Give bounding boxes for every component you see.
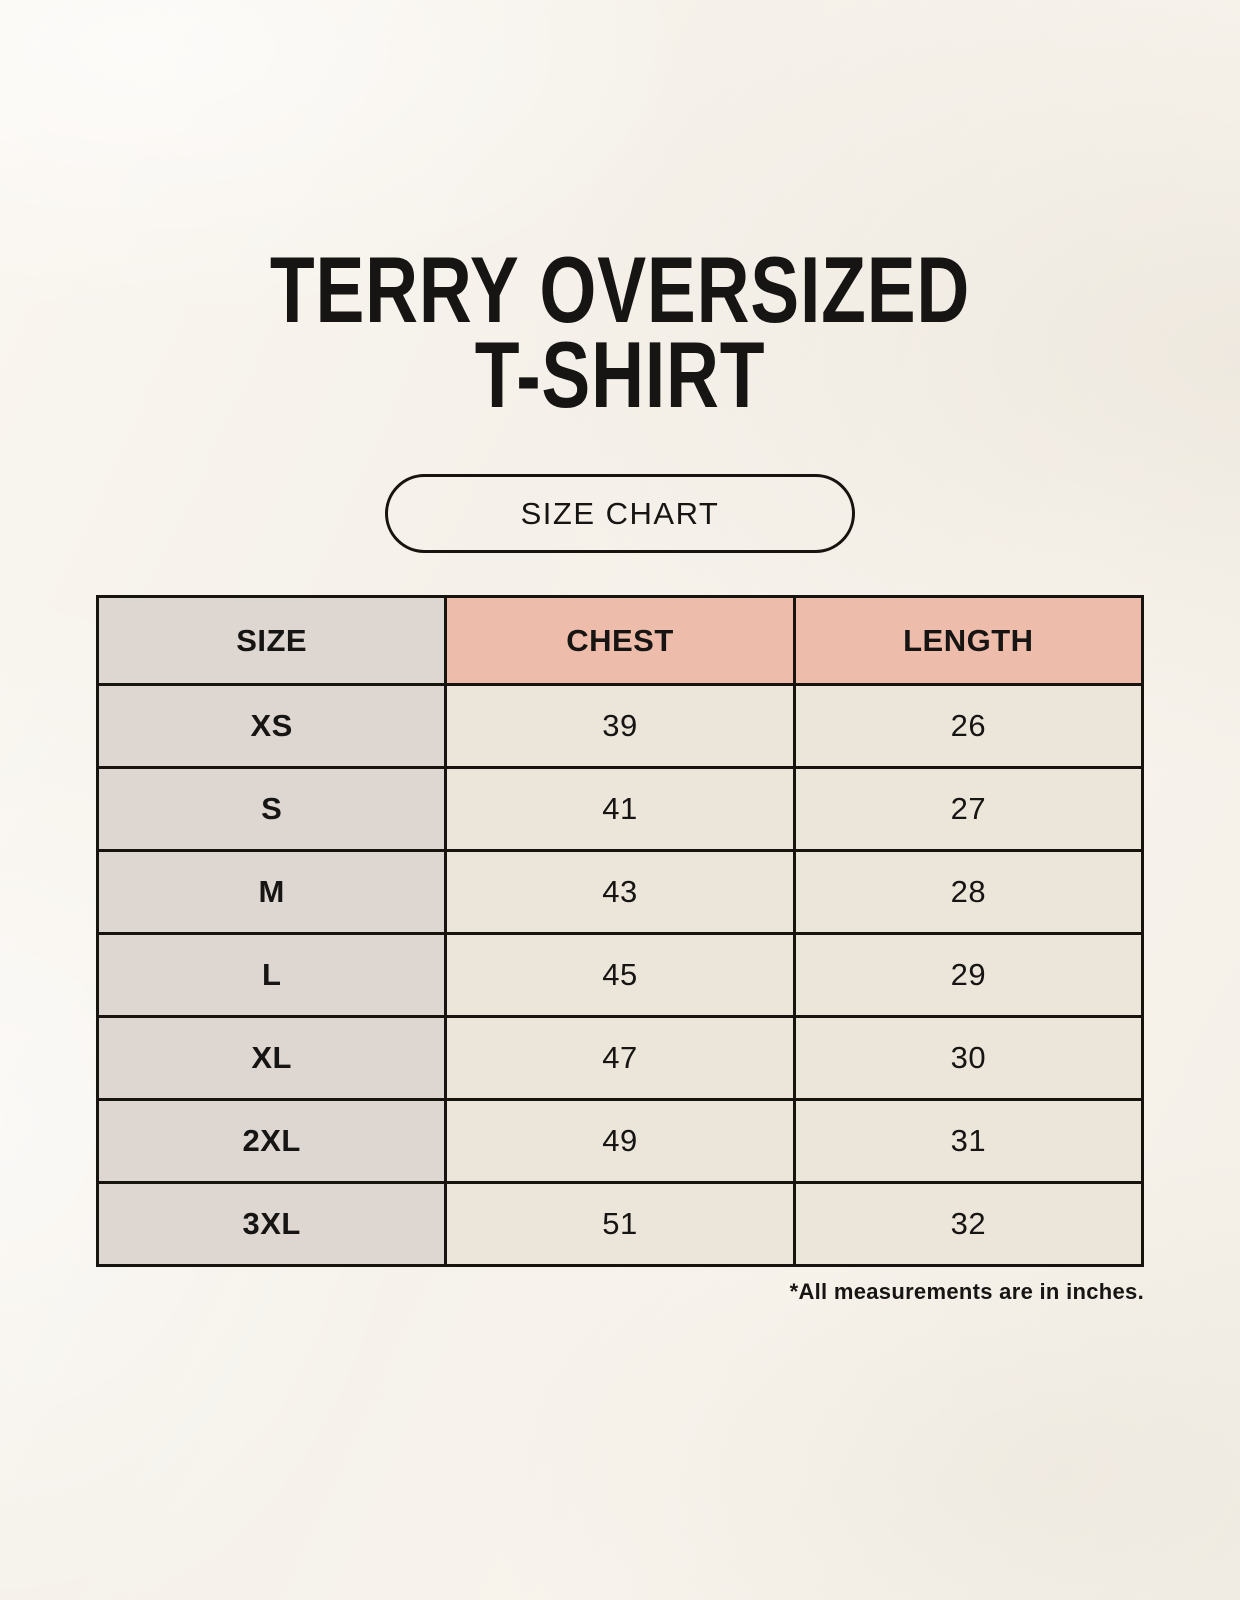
table-header-row: SIZE CHEST LENGTH: [95, 595, 1145, 687]
table-row: XS 39 26: [95, 683, 1145, 770]
size-cell: XL: [95, 1015, 448, 1102]
length-cell: 28: [792, 849, 1145, 936]
length-cell: 26: [792, 683, 1145, 770]
size-chart-table: SIZE CHEST LENGTH XS 39 26 S 41 27 M 43 …: [95, 595, 1145, 1268]
table-row: 2XL 49 31: [95, 1098, 1145, 1185]
table-row: L 45 29: [95, 932, 1145, 1019]
table-row: XL 47 30: [95, 1015, 1145, 1102]
table-row: S 41 27: [95, 766, 1145, 853]
size-chart-button[interactable]: SIZE CHART: [385, 474, 855, 554]
product-title-line1: TERRY OVERSIZED: [269, 237, 971, 342]
size-cell: 3XL: [95, 1181, 448, 1268]
product-title-line2: T-SHIRT: [474, 321, 766, 427]
chest-cell: 49: [444, 1098, 796, 1185]
size-cell: S: [95, 766, 448, 853]
chest-cell: 39: [444, 683, 796, 770]
chest-cell: 43: [444, 849, 796, 936]
chest-cell: 47: [444, 1015, 796, 1102]
size-cell: 2XL: [95, 1098, 448, 1185]
product-title: TERRY OVERSIZED T-SHIRT: [136, 237, 1103, 427]
size-chart-button-label: SIZE CHART: [520, 495, 720, 531]
chest-cell: 41: [444, 766, 796, 853]
size-cell: M: [95, 849, 448, 936]
column-header-length: LENGTH: [792, 595, 1145, 687]
length-cell: 29: [792, 932, 1145, 1019]
size-cell: L: [95, 932, 448, 1019]
table-row: 3XL 51 32: [95, 1181, 1145, 1268]
chest-cell: 51: [444, 1181, 796, 1268]
column-header-chest: CHEST: [444, 595, 796, 687]
length-cell: 27: [792, 766, 1145, 853]
length-cell: 31: [792, 1098, 1145, 1185]
measurements-footnote: *All measurements are in inches.: [789, 1279, 1144, 1305]
column-header-size: SIZE: [95, 595, 448, 687]
size-cell: XS: [95, 683, 448, 770]
length-cell: 32: [792, 1181, 1145, 1268]
length-cell: 30: [792, 1015, 1145, 1102]
chest-cell: 45: [444, 932, 796, 1019]
table-row: M 43 28: [95, 849, 1145, 936]
